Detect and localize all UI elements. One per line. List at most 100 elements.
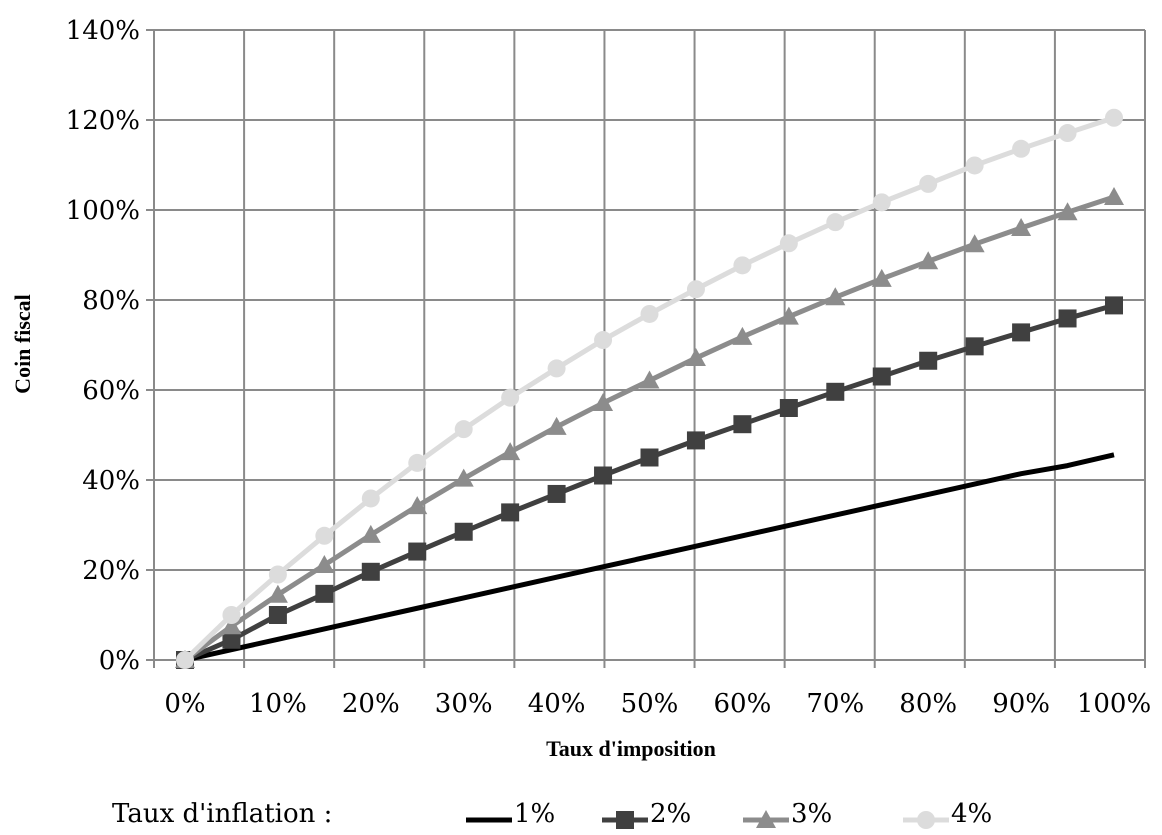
data-point — [315, 584, 334, 603]
data-point — [222, 606, 241, 624]
data-point — [733, 415, 752, 434]
data-point — [965, 337, 984, 356]
series-group — [175, 108, 1124, 669]
legend-swatch-marker — [616, 811, 634, 829]
data-point — [361, 489, 380, 508]
data-point — [733, 256, 752, 275]
y-tick-label: 0% — [99, 646, 140, 676]
y-tick-label: 140% — [66, 16, 140, 46]
tick-labels: 0% 20% 40% 60% 80% 100% 120% 140% 0% 10% 20% 30% 40%… — [66, 16, 1152, 719]
data-point — [176, 651, 194, 669]
legend-label: 4% — [951, 799, 992, 829]
data-point — [454, 522, 473, 541]
data-point — [594, 331, 613, 350]
data-point — [267, 584, 288, 603]
legend: Taux d'inflation : 1% 2% 3% 4% — [112, 799, 992, 829]
data-point — [964, 234, 985, 253]
data-point — [1012, 323, 1031, 342]
data-point — [361, 562, 380, 581]
legend-label: 1% — [514, 799, 555, 829]
data-point — [547, 359, 566, 378]
data-point — [779, 234, 798, 253]
data-point — [965, 156, 984, 175]
axes — [146, 29, 1146, 668]
data-point — [268, 606, 287, 624]
x-tick-label: 20% — [342, 689, 400, 719]
data-point — [1011, 218, 1032, 236]
x-tick-label: 40% — [528, 689, 586, 719]
data-point — [408, 453, 427, 472]
y-tick-label: 80% — [82, 286, 140, 316]
x-tick-label: 50% — [621, 689, 679, 719]
y-tick-label: 100% — [66, 196, 140, 226]
x-tick-label: 60% — [714, 689, 772, 719]
data-point — [639, 370, 660, 389]
y-tick-label: 20% — [82, 556, 140, 586]
data-point — [360, 524, 381, 543]
x-tick-label: 70% — [806, 689, 864, 719]
data-point — [1105, 296, 1123, 315]
series-3 — [175, 186, 1124, 668]
data-point — [919, 174, 938, 193]
data-point — [918, 251, 939, 270]
x-tick-label: 80% — [899, 689, 957, 719]
legend-entry: 1% — [466, 799, 555, 829]
data-point — [501, 388, 520, 407]
data-point — [314, 555, 335, 574]
y-tick-label: 60% — [82, 376, 140, 406]
legend-label: 2% — [650, 799, 691, 829]
legend-label: 3% — [791, 799, 832, 829]
data-point — [547, 484, 566, 503]
data-point — [872, 367, 891, 386]
x-tick-label: 90% — [992, 689, 1050, 719]
data-point — [778, 306, 799, 325]
data-point — [546, 416, 567, 435]
data-point — [1012, 139, 1031, 158]
x-tick-label: 0% — [164, 689, 205, 719]
data-point — [779, 399, 798, 417]
data-point — [594, 466, 613, 485]
data-point — [640, 448, 659, 467]
legend-swatch-marker — [917, 811, 935, 829]
data-point — [453, 468, 474, 487]
series-4 — [176, 108, 1123, 669]
data-point — [501, 503, 520, 522]
x-tick-label: 10% — [249, 689, 307, 719]
data-point — [221, 616, 242, 635]
data-point — [826, 382, 845, 401]
data-point — [685, 348, 706, 367]
legend-swatch-marker — [756, 810, 776, 828]
data-point — [825, 287, 846, 306]
data-point — [268, 565, 287, 584]
data-point — [222, 630, 241, 649]
series-line — [184, 452, 1115, 663]
data-point — [408, 542, 427, 561]
legend-title: Taux d'inflation : — [112, 799, 332, 829]
y-tick-label: 40% — [82, 466, 140, 496]
data-point — [686, 431, 705, 450]
y-tick-label: 120% — [66, 106, 140, 136]
data-point — [407, 496, 428, 515]
series-1 — [184, 452, 1115, 663]
data-point — [826, 213, 845, 232]
data-point — [593, 393, 614, 412]
data-point — [686, 280, 705, 299]
legend-entry: 4% — [903, 799, 992, 829]
data-point — [1105, 108, 1123, 127]
series-2 — [176, 296, 1123, 669]
data-point — [1058, 124, 1077, 143]
series-line — [183, 115, 1115, 662]
data-point — [871, 268, 892, 287]
grid — [153, 29, 1146, 661]
data-point — [1058, 309, 1077, 328]
data-point — [1057, 202, 1078, 221]
y-axis-title: Coin fiscal — [10, 294, 35, 394]
data-point — [919, 351, 938, 370]
x-tick-label: 100% — [1077, 689, 1151, 719]
x-tick-label: 30% — [435, 689, 493, 719]
data-point — [872, 193, 891, 212]
data-point — [315, 526, 334, 545]
data-point — [454, 420, 473, 439]
data-point — [1104, 186, 1124, 205]
